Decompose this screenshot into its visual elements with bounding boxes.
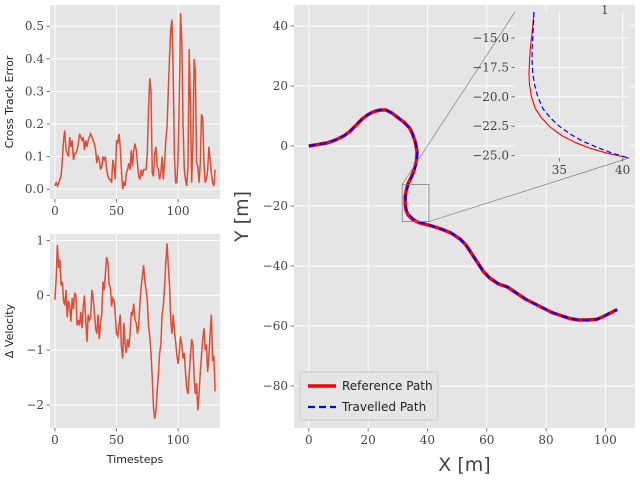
y-tick-label: −2 [26,398,44,412]
y-tick-label: −25.0 [472,149,509,163]
path-tick-labels: 0 20 40 60 80 100 −80 −60 −40 −20 0 20 40 [263,19,617,447]
y-tick-label: 1 [36,234,44,248]
dvel-grid [46,234,220,432]
x-tick-label: 40 [615,163,630,177]
x-tick-label: 100 [167,204,190,218]
y-tick-label: −15.0 [472,31,509,45]
travelled-path-line [308,108,618,322]
x-tick-label: 50 [109,204,124,218]
dvel-series-line [54,243,216,419]
path-x-axis-label: X [m] [438,454,490,476]
x-tick-label: 35 [552,163,567,177]
dvel-tick-labels: 0 50 100 −2 −1 0 1 [26,234,189,447]
y-tick-label: −20 [263,199,288,213]
legend-travelled-label: Travelled Path [341,400,426,414]
y-tick-label: −40 [263,259,288,273]
y-tick-label: 20 [273,79,288,93]
y-tick-label: 0.2 [25,117,44,131]
y-tick-label: −22.5 [472,119,509,133]
inset-tick-labels: 35 40 −25.0 −22.5 −20.0 −17.5 −15.0 [472,31,630,177]
legend: Reference Path Travelled Path [299,371,439,421]
y-tick-label: −80 [263,379,288,393]
dvel-x-axis-label: Timesteps [106,453,164,466]
inset-travelled-line [531,11,630,159]
y-tick-label: 0.5 [25,19,44,33]
y-tick-label: 0.3 [25,84,44,98]
x-tick-label: 40 [420,433,435,447]
inset-clipped-tick-label: 1 [601,3,609,17]
inset-plot-area [515,12,629,158]
cte-series-line [54,13,216,190]
path-chart: 0 20 40 60 80 100 −80 −60 −40 −20 0 20 40 X [m] Y [m… [231,3,635,476]
inset-grid [511,12,629,162]
x-tick-label: 20 [360,433,375,447]
y-tick-label: −1 [26,343,44,357]
y-tick-label: 0.0 [25,182,44,196]
dvel-y-axis-label: Δ Velocity [3,303,16,358]
y-tick-label: 40 [273,19,288,33]
cross-track-error-chart: 0 50 100 0.0 0.1 0.2 0.3 0.4 0.5 Cross Track Err… [3,5,220,218]
y-tick-label: 0 [36,288,44,302]
y-tick-label: 0.1 [25,150,44,164]
inset-zoom-chart: 35 40 −25.0 −22.5 −20.0 −17.5 −15.0 1 [472,3,630,177]
x-tick-label: 0 [51,204,59,218]
cte-y-axis-label: Cross Track Error [3,55,16,148]
zoom-connector-line [428,157,630,222]
cte-tick-labels: 0 50 100 0.0 0.1 0.2 0.3 0.4 0.5 [25,19,190,218]
delta-velocity-chart: 0 50 100 −2 −1 0 1 Δ Velocity Timesteps [3,234,220,466]
legend-reference-label: Reference Path [342,379,433,393]
x-tick-label: 100 [594,433,617,447]
cte-grid [46,5,220,203]
y-tick-label: 0.4 [25,52,44,66]
x-tick-label: 60 [479,433,494,447]
zoom-connector-line [401,11,516,185]
dvel-plot-area [50,234,220,428]
path-y-axis-label: Y [m] [231,191,253,243]
cte-plot-area [50,5,220,199]
x-tick-label: 80 [538,433,553,447]
x-tick-label: 100 [167,433,190,447]
x-tick-label: 0 [51,433,59,447]
y-tick-label: −20.0 [472,90,509,104]
y-tick-label: 0 [280,139,288,153]
y-tick-label: −60 [263,319,288,333]
inset-reference-line [528,11,630,159]
y-tick-label: −17.5 [472,60,509,74]
x-tick-label: 50 [109,433,124,447]
zoom-region-box [401,183,430,222]
x-tick-label: 0 [305,433,313,447]
